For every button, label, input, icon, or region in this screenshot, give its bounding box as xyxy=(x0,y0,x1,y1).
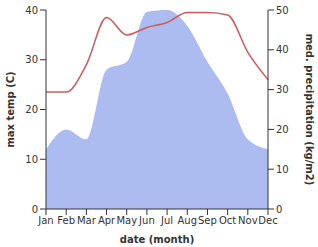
svg-text:50: 50 xyxy=(276,5,289,16)
svg-text:0: 0 xyxy=(276,204,282,215)
svg-text:40: 40 xyxy=(25,5,38,16)
svg-text:10: 10 xyxy=(25,154,38,165)
svg-text:med. precipitation (kg/m2): med. precipitation (kg/m2) xyxy=(304,34,310,186)
svg-text:20: 20 xyxy=(25,104,38,115)
svg-text:Sep: Sep xyxy=(198,215,217,226)
svg-text:30: 30 xyxy=(276,84,289,95)
svg-text:date (month): date (month) xyxy=(120,234,194,245)
svg-text:0: 0 xyxy=(32,204,38,215)
svg-text:Apr: Apr xyxy=(98,215,116,226)
svg-text:20: 20 xyxy=(276,124,289,135)
svg-text:Aug: Aug xyxy=(178,215,198,226)
svg-text:40: 40 xyxy=(276,44,289,55)
svg-text:Dec: Dec xyxy=(258,215,277,226)
svg-text:30: 30 xyxy=(25,54,38,65)
svg-text:May: May xyxy=(116,215,137,226)
svg-text:Feb: Feb xyxy=(57,215,75,226)
svg-text:Jan: Jan xyxy=(37,215,53,226)
svg-text:Jul: Jul xyxy=(160,215,173,226)
svg-text:Oct: Oct xyxy=(219,215,236,226)
svg-text:10: 10 xyxy=(276,164,289,175)
svg-text:Mar: Mar xyxy=(77,215,97,226)
svg-text:max temp (C): max temp (C) xyxy=(8,71,16,147)
svg-text:Jun: Jun xyxy=(138,215,155,226)
svg-text:Nov: Nov xyxy=(238,215,258,226)
